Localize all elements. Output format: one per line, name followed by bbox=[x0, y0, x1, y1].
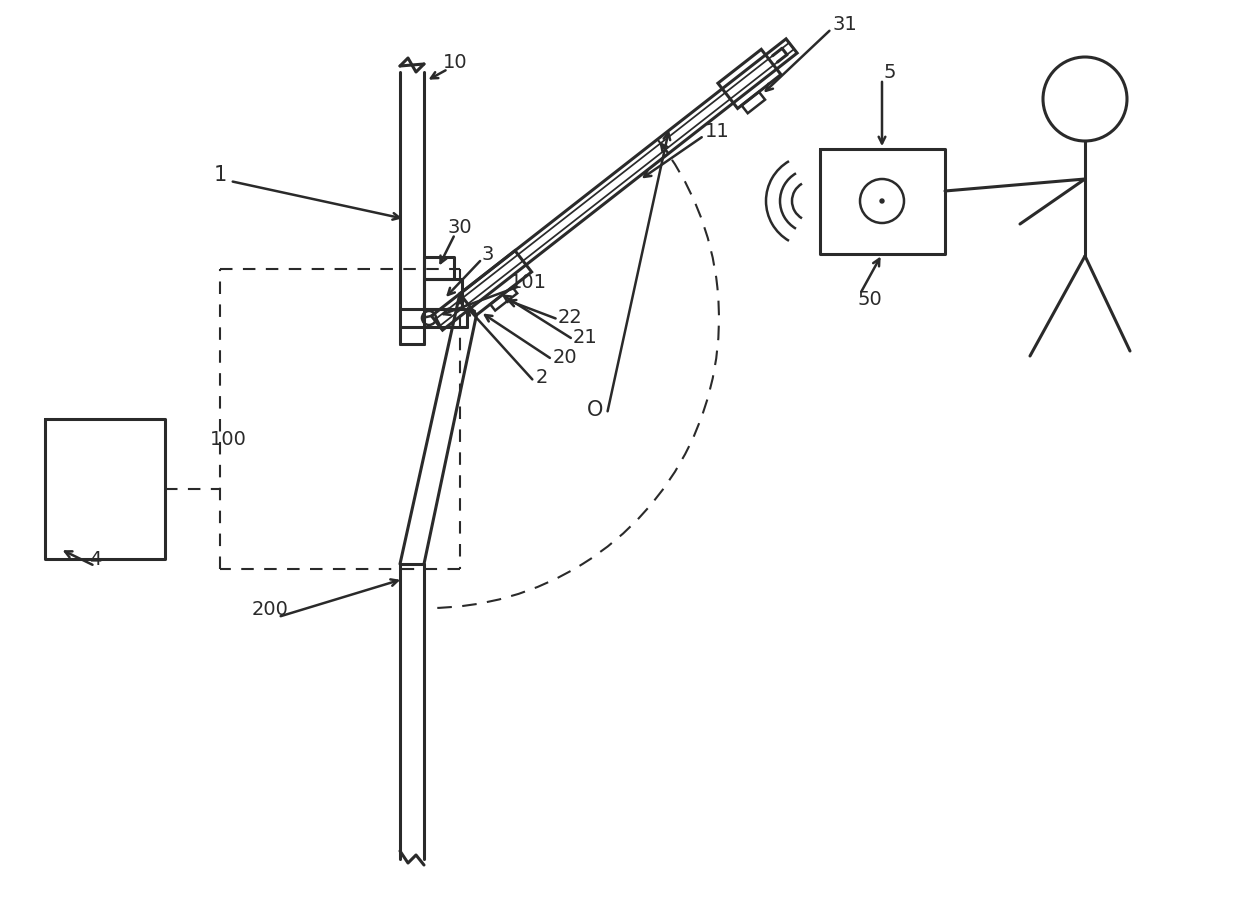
Text: 200: 200 bbox=[252, 600, 289, 619]
Text: 31: 31 bbox=[832, 15, 857, 34]
Text: 2: 2 bbox=[536, 367, 548, 387]
Text: 50: 50 bbox=[858, 290, 883, 309]
Text: 100: 100 bbox=[210, 430, 247, 449]
Text: 4: 4 bbox=[89, 550, 102, 569]
Text: 3: 3 bbox=[482, 245, 495, 264]
Text: 11: 11 bbox=[704, 122, 729, 141]
Text: 5: 5 bbox=[884, 62, 897, 81]
Text: 20: 20 bbox=[553, 347, 578, 366]
Text: 22: 22 bbox=[558, 308, 583, 327]
Text: 1: 1 bbox=[213, 165, 227, 185]
Text: 30: 30 bbox=[448, 218, 472, 237]
Circle shape bbox=[880, 199, 884, 204]
Text: 101: 101 bbox=[510, 273, 547, 292]
Text: 10: 10 bbox=[443, 52, 467, 71]
Text: 21: 21 bbox=[573, 327, 598, 346]
Text: O: O bbox=[587, 400, 603, 419]
